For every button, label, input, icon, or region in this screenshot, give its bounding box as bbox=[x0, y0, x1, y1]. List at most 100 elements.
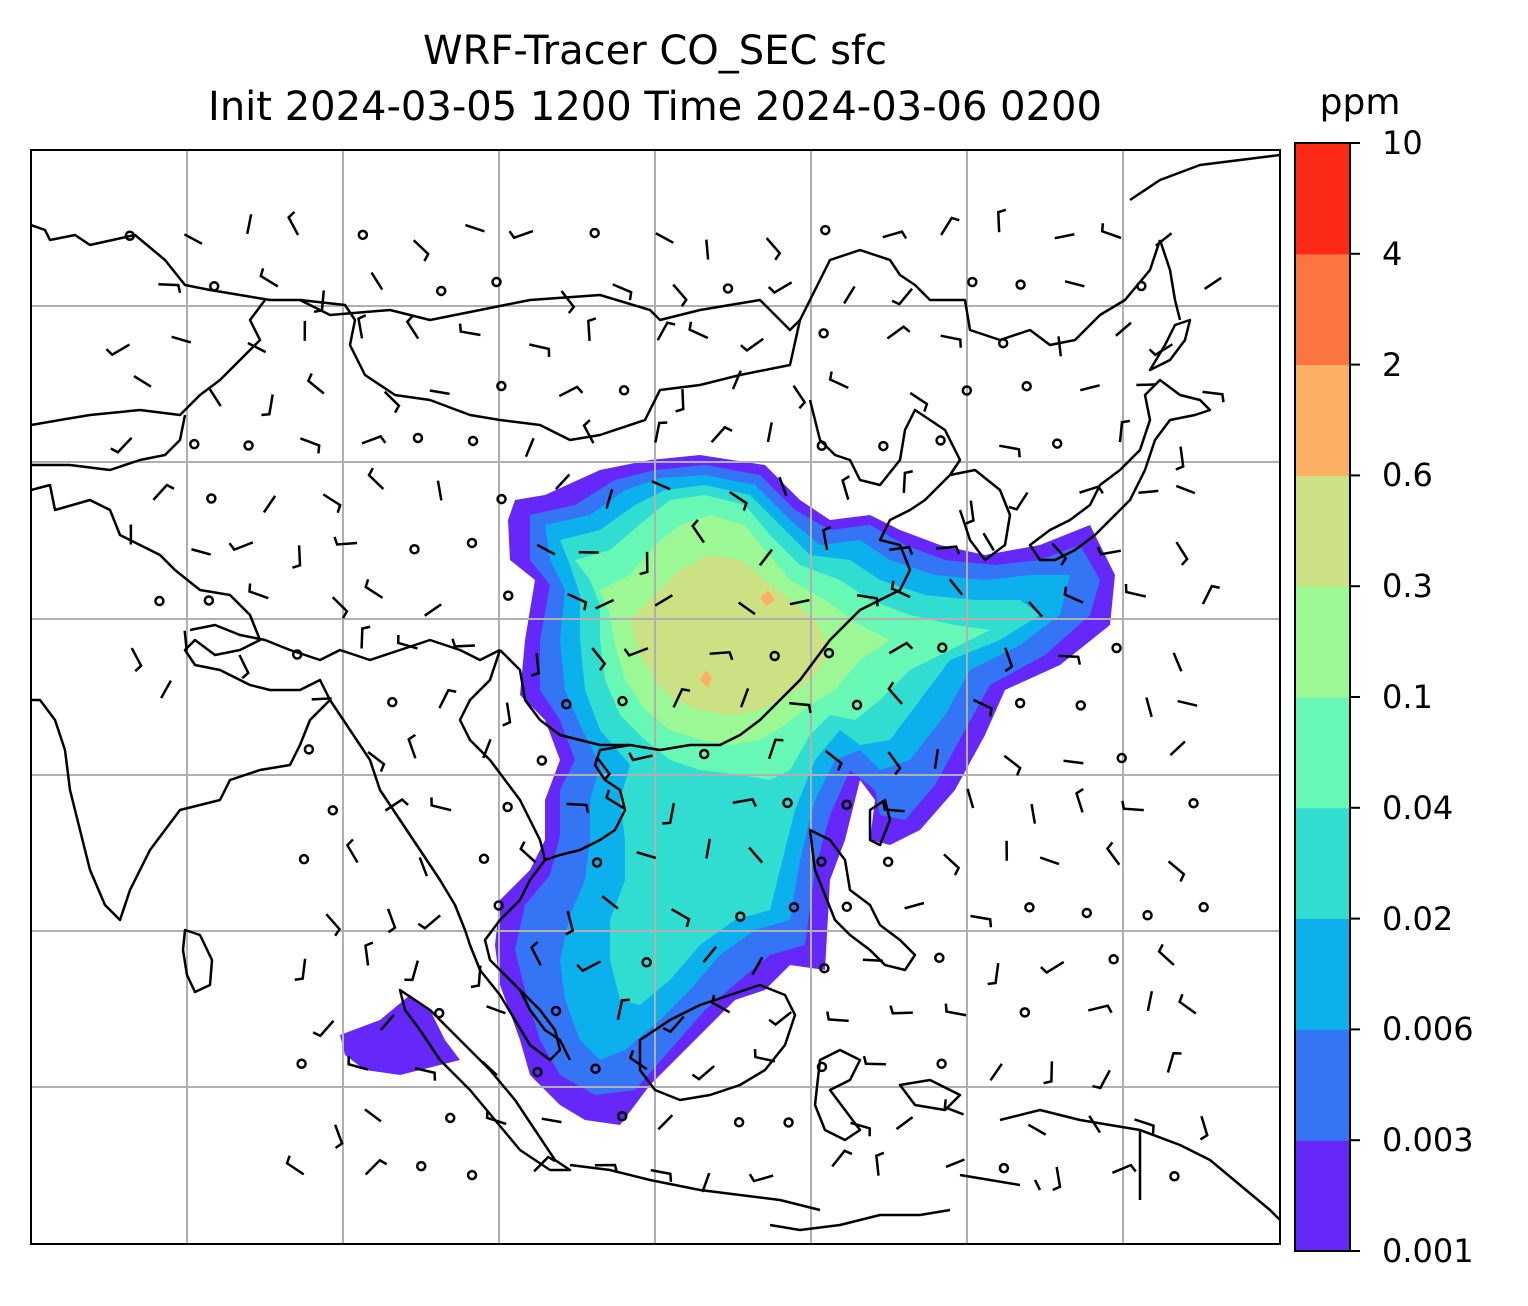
wind-barb bbox=[407, 733, 417, 759]
wind-barb bbox=[364, 1158, 388, 1176]
wind-barb bbox=[940, 334, 963, 348]
colorbar-tick-label: 0.3 bbox=[1382, 567, 1433, 606]
calm-wind-marker bbox=[124, 230, 136, 241]
wind-barb bbox=[333, 1124, 344, 1150]
wind-barb bbox=[429, 389, 450, 396]
calm-wind-marker bbox=[496, 380, 507, 392]
wind-barb bbox=[105, 343, 131, 357]
wind-barb bbox=[656, 321, 676, 341]
wind-barb bbox=[464, 223, 485, 233]
wind-barb bbox=[502, 702, 512, 727]
wind-barb bbox=[966, 788, 975, 809]
wind-barb bbox=[862, 1055, 886, 1066]
wind-barb bbox=[605, 488, 614, 509]
sulawesi-and-islands bbox=[813, 1048, 962, 1142]
wind-barb bbox=[887, 751, 902, 776]
wind-barb bbox=[882, 230, 908, 240]
colorbar-segment bbox=[1295, 253, 1350, 366]
wind-barb bbox=[361, 434, 387, 445]
tracer-plume-level-7 bbox=[630, 555, 830, 715]
wind-barb bbox=[650, 1168, 673, 1182]
wind-barb bbox=[767, 738, 784, 760]
wind-barb bbox=[596, 757, 612, 781]
wind-barb bbox=[1043, 1061, 1054, 1085]
calm-wind-marker bbox=[961, 385, 973, 396]
wind-barb bbox=[1167, 860, 1186, 882]
tracer-concentration-field bbox=[340, 455, 1115, 1125]
calm-wind-marker bbox=[591, 857, 603, 868]
wind-barb bbox=[560, 290, 576, 314]
wind-barb bbox=[940, 216, 960, 236]
wind-barb bbox=[1096, 546, 1122, 556]
wind-barb bbox=[1075, 787, 1084, 813]
calm-wind-marker bbox=[1108, 954, 1119, 965]
wind-barb bbox=[313, 290, 325, 314]
wind-barb bbox=[888, 641, 914, 655]
wind-barb bbox=[1057, 336, 1063, 357]
wind-barb bbox=[228, 541, 254, 552]
calm-wind-marker bbox=[841, 799, 852, 811]
wind-barb bbox=[554, 473, 571, 491]
wind-barb bbox=[567, 592, 588, 611]
calm-wind-marker bbox=[1024, 902, 1035, 913]
wind-barb bbox=[1199, 1115, 1209, 1141]
wind-barb bbox=[655, 232, 674, 244]
myanmar-coast bbox=[328, 699, 472, 946]
map-title-line2: Init 2024-03-05 1200 Time 2024-03-06 020… bbox=[208, 84, 1102, 130]
wind-barb bbox=[728, 490, 748, 512]
wind-barb bbox=[999, 444, 1021, 458]
wind-barb bbox=[709, 650, 734, 661]
calm-wind-marker bbox=[435, 285, 447, 297]
sumatra bbox=[398, 988, 572, 1172]
calm-wind-marker bbox=[357, 229, 369, 241]
calm-wind-marker bbox=[823, 647, 835, 659]
wind-barb bbox=[414, 1067, 437, 1081]
wind-barb bbox=[519, 841, 537, 864]
wind-barb bbox=[364, 941, 374, 966]
wind-barb bbox=[183, 233, 203, 245]
wind-barb bbox=[262, 495, 277, 514]
wind-barb bbox=[875, 1151, 885, 1176]
wind-barb bbox=[1201, 584, 1220, 605]
calm-wind-marker bbox=[532, 1066, 543, 1078]
calm-wind-marker bbox=[782, 797, 793, 809]
calm-wind-marker bbox=[733, 1117, 745, 1128]
calm-wind-marker bbox=[502, 590, 514, 601]
wind-barb bbox=[887, 681, 904, 705]
calm-wind-marker bbox=[550, 1005, 562, 1017]
wind-barb bbox=[828, 371, 849, 390]
central-asia-borders bbox=[31, 299, 266, 472]
wind-barb bbox=[299, 437, 321, 454]
calm-wind-marker bbox=[616, 1110, 628, 1122]
wind-barb bbox=[882, 801, 905, 813]
wind-barb bbox=[1136, 383, 1157, 387]
wind-barb bbox=[1039, 856, 1060, 866]
wind-barb bbox=[739, 688, 750, 708]
wind-barb bbox=[417, 914, 441, 930]
calm-wind-marker bbox=[444, 1112, 456, 1124]
mongolia-border bbox=[299, 293, 801, 332]
wind-barb bbox=[789, 598, 810, 606]
wind-barb bbox=[238, 654, 250, 680]
calm-wind-marker bbox=[841, 901, 853, 913]
calm-wind-marker bbox=[303, 744, 315, 755]
korea-peninsula bbox=[949, 468, 1012, 562]
wind-barb bbox=[287, 210, 300, 236]
wind-barb bbox=[587, 317, 597, 341]
russia-china-border bbox=[31, 223, 1162, 442]
wind-barb bbox=[691, 519, 705, 544]
calm-wind-marker bbox=[1116, 752, 1127, 764]
tracer-plume-level-8 bbox=[700, 590, 775, 688]
colorbar-tick-label: 2 bbox=[1382, 345, 1403, 384]
wind-barb bbox=[322, 493, 342, 514]
wind-barb bbox=[110, 436, 133, 454]
wind-barb bbox=[891, 287, 914, 306]
wind-barb bbox=[333, 536, 358, 546]
wind-barb bbox=[247, 341, 267, 354]
java-and-lesser-sunda bbox=[569, 1163, 951, 1232]
calm-wind-marker bbox=[998, 1162, 1010, 1174]
calm-wind-marker bbox=[936, 1058, 947, 1070]
wind-barb bbox=[412, 239, 430, 262]
wind-barb bbox=[943, 853, 961, 876]
wind-barb bbox=[1178, 993, 1197, 1015]
